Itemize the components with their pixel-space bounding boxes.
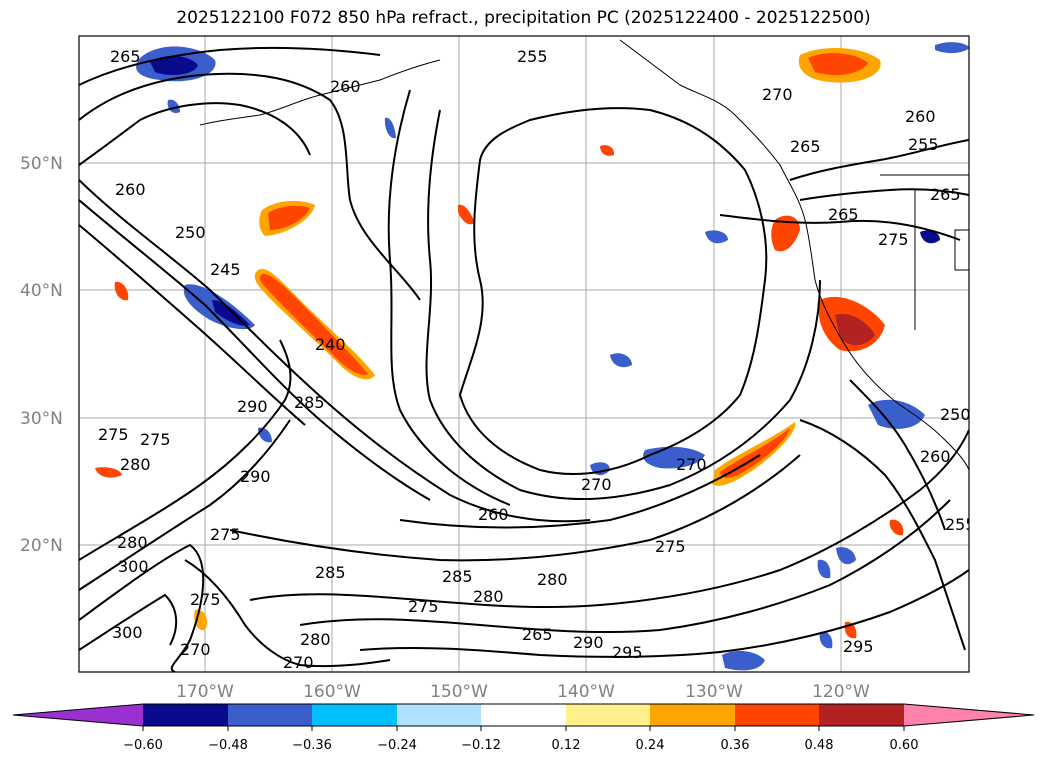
contour-labels: 265 255 260 270 265 260 255 265 265 275 … bbox=[98, 47, 976, 672]
contour-label: 280 bbox=[537, 570, 568, 589]
contour-label: 270 bbox=[180, 640, 211, 659]
contour-label: 290 bbox=[240, 467, 271, 486]
contour-label: 275 bbox=[210, 525, 241, 544]
contour-label: 270 bbox=[762, 85, 793, 104]
colorbar-tick: 0.36 bbox=[721, 738, 750, 753]
contour-label: 260 bbox=[330, 77, 361, 96]
isolines bbox=[79, 46, 969, 672]
colorbar-segment bbox=[650, 704, 735, 726]
contour-label: 285 bbox=[315, 563, 346, 582]
contour-label: 275 bbox=[408, 597, 439, 616]
colorbar-segment bbox=[819, 704, 904, 726]
contour-label: 295 bbox=[612, 643, 643, 662]
contour-label: 285 bbox=[442, 567, 473, 586]
lon-label-120w: 120°W bbox=[812, 682, 870, 702]
contour-label: 280 bbox=[117, 533, 148, 552]
lon-label-130w: 130°W bbox=[685, 682, 743, 702]
precipitation-shading bbox=[95, 42, 969, 671]
contour-label: 260 bbox=[905, 107, 936, 126]
chart-title: 2025122100 F072 850 hPa refract., precip… bbox=[176, 8, 871, 28]
map-area bbox=[79, 36, 969, 672]
colorbar-tick: −0.12 bbox=[461, 738, 501, 753]
lon-label-170w: 170°W bbox=[176, 682, 234, 702]
contour-label: 275 bbox=[190, 590, 221, 609]
colorbar-tick: −0.48 bbox=[208, 738, 248, 753]
contour-label: 280 bbox=[120, 455, 151, 474]
lon-label-140w: 140°W bbox=[557, 682, 615, 702]
lat-label-30n: 30°N bbox=[20, 409, 63, 429]
lat-label-50n: 50°N bbox=[20, 154, 63, 174]
contour-label: 300 bbox=[118, 557, 149, 576]
lat-label-40n: 40°N bbox=[20, 281, 63, 301]
contour-label: 270 bbox=[581, 475, 612, 494]
contour-label: 260 bbox=[115, 180, 146, 199]
colorbar-tick: −0.60 bbox=[123, 738, 163, 753]
colorbar-segment bbox=[566, 704, 650, 726]
contour-label: 250 bbox=[940, 405, 971, 424]
contour-label: 260 bbox=[920, 447, 951, 466]
lon-label-150w: 150°W bbox=[430, 682, 488, 702]
colorbar-tick: −0.24 bbox=[377, 738, 417, 753]
contour-label: 250 bbox=[175, 223, 206, 242]
colorbar-segment bbox=[228, 704, 312, 726]
colorbar-segment bbox=[13, 704, 143, 726]
graticule bbox=[79, 36, 969, 672]
contour-label: 265 bbox=[828, 205, 859, 224]
contour-label: 255 bbox=[517, 47, 548, 66]
contour-label: 275 bbox=[655, 537, 686, 556]
contour-label: 275 bbox=[878, 230, 909, 249]
contour-label: 265 bbox=[522, 625, 553, 644]
colorbar: −0.60 −0.48 −0.36 −0.24 −0.12 0.12 0.24 … bbox=[12, 703, 1035, 753]
contour-label: 265 bbox=[790, 137, 821, 156]
lat-label-20n: 20°N bbox=[20, 536, 63, 556]
contour-label: 270 bbox=[676, 455, 707, 474]
colorbar-tick: 0.24 bbox=[636, 738, 665, 753]
colorbar-tick: 0.60 bbox=[890, 738, 919, 753]
colorbar-segment bbox=[904, 704, 1034, 726]
map-border bbox=[78, 35, 970, 673]
colorbar-tick: 0.48 bbox=[805, 738, 834, 753]
contour-label: 245 bbox=[210, 260, 241, 279]
contour-label: 260 bbox=[478, 505, 509, 524]
contour-label: 275 bbox=[140, 430, 171, 449]
contour-label: 290 bbox=[573, 633, 604, 652]
contour-label: 270 bbox=[283, 653, 314, 672]
contour-label: 265 bbox=[930, 185, 961, 204]
colorbar-segment bbox=[397, 704, 481, 726]
colorbar-tick: 0.12 bbox=[552, 738, 581, 753]
colorbar-segment bbox=[143, 704, 228, 726]
contour-label: 255 bbox=[945, 515, 976, 534]
contour-label: 240 bbox=[315, 335, 346, 354]
contour-label: 265 bbox=[110, 47, 141, 66]
contour-label: 290 bbox=[237, 397, 268, 416]
contour-label: 255 bbox=[908, 135, 939, 154]
colorbar-segment bbox=[312, 704, 397, 726]
contour-label: 275 bbox=[98, 425, 129, 444]
contour-label: 280 bbox=[473, 587, 504, 606]
colorbar-segment bbox=[481, 704, 566, 726]
lon-labels: 170°W 160°W 150°W 140°W 130°W 120°W bbox=[176, 682, 870, 702]
colorbar-tick: −0.36 bbox=[292, 738, 332, 753]
colorbar-segment bbox=[735, 704, 819, 726]
contour-label: 300 bbox=[112, 623, 143, 642]
contour-label: 285 bbox=[294, 393, 325, 412]
contour-label: 280 bbox=[300, 630, 331, 649]
contour-label: 295 bbox=[843, 637, 874, 656]
lat-labels: 50°N 40°N 30°N 20°N bbox=[20, 154, 63, 556]
lon-label-160w: 160°W bbox=[303, 682, 361, 702]
